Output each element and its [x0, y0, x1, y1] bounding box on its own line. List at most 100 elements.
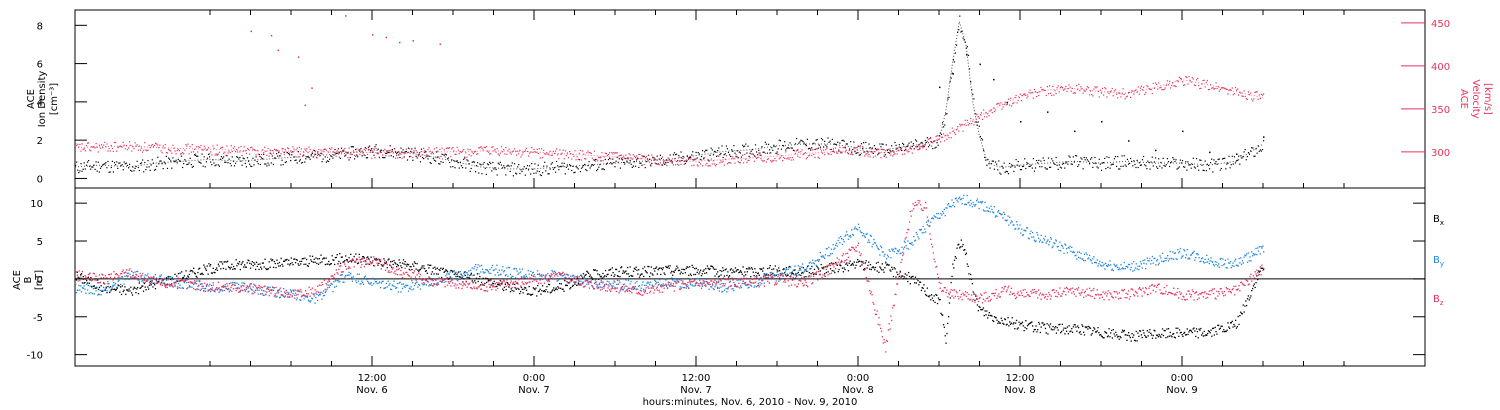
bx-point [790, 272, 793, 274]
bx-point [1074, 324, 1076, 326]
bx-point [803, 276, 805, 278]
density-point [260, 157, 263, 159]
velocity-point [864, 155, 866, 157]
by-point [981, 202, 983, 204]
by-point [756, 286, 758, 288]
bx-point [126, 289, 129, 291]
velocity-point [926, 140, 928, 142]
density-point [841, 140, 843, 142]
bx-point [520, 290, 522, 293]
bx-point [531, 293, 533, 296]
velocity-point [414, 147, 416, 149]
velocity-point [396, 154, 398, 157]
density-point [1118, 168, 1120, 170]
velocity-point [683, 163, 685, 166]
by-point [198, 288, 200, 291]
velocity-point [576, 156, 578, 158]
density-point [1241, 157, 1243, 159]
velocity-point [106, 143, 108, 145]
by-point [657, 281, 659, 283]
density-point [762, 151, 764, 153]
by-point [79, 289, 81, 291]
density-point [733, 145, 735, 147]
velocity-point [729, 162, 731, 164]
velocity-point [1126, 95, 1128, 97]
bx-point [1015, 319, 1018, 322]
bx-point [1016, 328, 1018, 330]
velocity-point [552, 150, 554, 152]
by-point [428, 285, 430, 287]
bx-point [723, 275, 726, 277]
velocity-point [151, 144, 153, 146]
bx-point [384, 262, 386, 264]
density-point [1093, 162, 1095, 164]
by-point [759, 284, 761, 286]
by-point [1159, 255, 1161, 257]
by-point [1084, 260, 1086, 262]
bx-point [1230, 322, 1232, 324]
by-point [1174, 252, 1176, 254]
bx-point [674, 269, 676, 271]
bx-point [872, 266, 874, 268]
velocity-point [662, 156, 664, 158]
bx-point [319, 262, 321, 264]
bx-point [626, 273, 628, 275]
density-outlier-point [939, 86, 941, 89]
velocity-point [214, 154, 216, 156]
bx-point [501, 282, 503, 284]
by-point [486, 269, 488, 271]
density-point [478, 172, 480, 174]
density-point [1189, 164, 1191, 166]
velocity-point [989, 110, 991, 112]
density-point [515, 172, 517, 174]
density-point [487, 164, 490, 166]
velocity-point [243, 146, 245, 148]
density-point [1197, 165, 1199, 167]
bx-point [416, 263, 418, 265]
density-point [1105, 168, 1107, 170]
bx-point [529, 293, 531, 295]
by-point [1033, 239, 1035, 241]
by-point [274, 293, 276, 295]
by-point [447, 273, 450, 275]
density-point [727, 151, 730, 154]
by-point [801, 266, 803, 268]
bx-point [705, 268, 707, 270]
bx-point [1084, 326, 1086, 328]
bx-point [379, 259, 381, 261]
density-point [492, 161, 494, 164]
by-point [885, 261, 887, 263]
velocity-point [1229, 88, 1231, 91]
density-point [589, 167, 591, 169]
by-point [96, 286, 98, 288]
velocity-point [1070, 90, 1072, 92]
velocity-point [120, 145, 122, 148]
bx-point [869, 268, 871, 270]
density-point [1214, 162, 1216, 164]
bx-point [1098, 332, 1100, 334]
bx-point [1050, 328, 1052, 330]
bx-point [705, 272, 708, 274]
by-point [715, 284, 717, 286]
bx-point [1245, 300, 1247, 302]
velocity-point [804, 152, 806, 154]
bx-point [569, 288, 571, 290]
density-point [943, 126, 945, 128]
by-point [925, 231, 927, 233]
bx-point [959, 247, 961, 249]
by-point [1066, 248, 1068, 250]
by-point [878, 248, 880, 251]
by-point [756, 285, 759, 287]
bx-point [942, 324, 945, 326]
by-point [722, 290, 724, 293]
bx-point [892, 275, 895, 278]
velocity-point [1092, 95, 1094, 97]
by-point [102, 289, 104, 292]
by-point [533, 274, 535, 276]
by-point [1146, 257, 1148, 259]
velocity-point [1227, 93, 1229, 95]
velocity-point [93, 146, 95, 148]
density-point [420, 148, 423, 150]
bx-point [829, 268, 832, 270]
